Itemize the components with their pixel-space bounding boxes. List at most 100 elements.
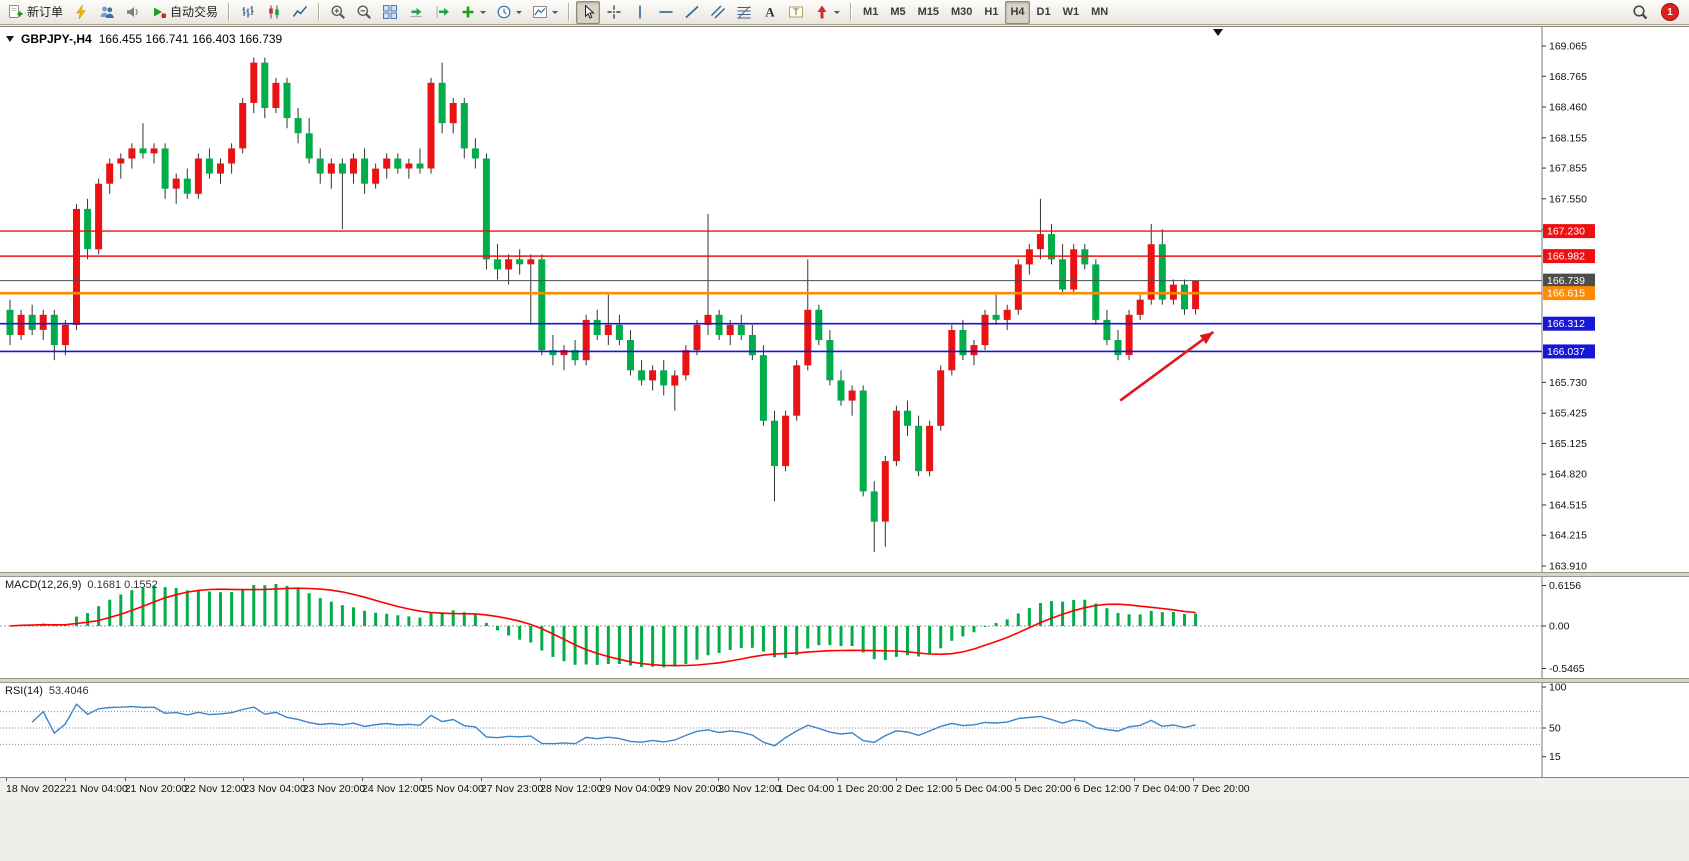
dropdown-arrow-icon xyxy=(552,10,559,14)
time-axis-tick xyxy=(540,778,542,781)
time-label: 24 Nov 12:00 xyxy=(362,783,425,795)
time-axis-tick xyxy=(1014,778,1016,781)
line-chart-button[interactable] xyxy=(288,1,312,24)
candles xyxy=(6,57,1200,552)
time-label: 23 Nov 20:00 xyxy=(302,783,366,795)
timeframe-m5-button-label: M5 xyxy=(890,5,906,18)
time-axis-tick xyxy=(421,778,423,781)
time-axis-tick xyxy=(718,778,720,781)
auto-trading-button[interactable]: 自动交易 xyxy=(147,1,222,24)
alerts-button[interactable] xyxy=(121,1,145,24)
panel-separator-rsi[interactable] xyxy=(0,678,1689,683)
toolbar-right: 1 xyxy=(1628,1,1689,24)
text-button[interactable]: A xyxy=(758,1,782,24)
text-label-icon: T xyxy=(788,4,804,20)
timeframe-w1-button[interactable]: W1 xyxy=(1058,1,1085,24)
chart-symbol-label: GBPJPY-,H4 xyxy=(21,32,92,46)
profiles-button[interactable] xyxy=(95,1,119,24)
zoom-in-button[interactable] xyxy=(326,1,350,24)
notification-badge[interactable]: 1 xyxy=(1661,3,1679,21)
speaker-icon xyxy=(125,4,141,20)
timeframe-m15-button[interactable]: M15 xyxy=(913,1,944,24)
templates-button[interactable] xyxy=(528,1,562,24)
macd-signal-line xyxy=(9,587,1196,667)
timeframe-m30-button[interactable]: M30 xyxy=(946,1,977,24)
price-axis-label: 165.125 xyxy=(1549,438,1587,450)
time-axis-tick xyxy=(1193,778,1194,781)
rsi-line xyxy=(31,703,1196,747)
vertical-line-button[interactable] xyxy=(628,1,652,24)
cursor-button[interactable] xyxy=(576,0,601,24)
timeframe-d1-button[interactable]: D1 xyxy=(1032,1,1056,24)
text-label-button[interactable]: T xyxy=(784,1,808,24)
arrows-button[interactable] xyxy=(810,1,844,24)
time-axis-tick xyxy=(6,778,7,781)
price-axis-label: 168.765 xyxy=(1549,71,1587,83)
crosshair-button[interactable] xyxy=(602,1,626,24)
time-label: 7 Dec 20:00 xyxy=(1193,783,1250,795)
price-axis-labels[interactable]: 169.065 168.765 168.460 168.155 167.855 167.5… xyxy=(1542,41,1587,573)
trendline-button[interactable] xyxy=(680,1,704,24)
rsi-panel-canvas[interactable]: 100 50 15 xyxy=(0,683,1689,777)
time-axis-tick xyxy=(302,778,304,781)
time-axis-tick xyxy=(243,778,245,781)
panel-separator-macd[interactable] xyxy=(0,572,1689,577)
scroll-to-end-marker[interactable] xyxy=(1213,29,1223,36)
periods-button[interactable] xyxy=(492,1,526,24)
timeframe-m15-button-label: M15 xyxy=(917,5,939,18)
timeframe-h4-button[interactable]: H4 xyxy=(1005,0,1030,24)
horizontal-line-button[interactable] xyxy=(654,1,678,24)
time-axis-tick xyxy=(65,778,67,781)
time-label: 5 Dec 04:00 xyxy=(955,783,1013,795)
lightning-icon xyxy=(73,4,89,20)
chart-header: GBPJPY-,H4 166.455 166.741 166.403 166.7… xyxy=(6,32,282,46)
price-chart-canvas[interactable]: 169.065 168.765 168.460 168.155 167.855 167.5… xyxy=(0,27,1689,572)
svg-text:166.982: 166.982 xyxy=(1547,251,1585,263)
new-order-button[interactable]: 新订单 xyxy=(4,1,67,24)
svg-text:166.037: 166.037 xyxy=(1547,346,1585,358)
macd-panel-canvas[interactable]: 0.6156 0.00 -0.5465 xyxy=(0,577,1689,678)
clock-icon xyxy=(496,4,512,20)
chart-shift-button[interactable] xyxy=(430,1,454,24)
chart-window[interactable]: 169.065 168.765 168.460 168.155 167.855 167.5… xyxy=(0,26,1689,801)
indicators-button[interactable] xyxy=(456,1,490,24)
horizontal-lines xyxy=(0,230,1542,353)
trend-arrow-annotation[interactable] xyxy=(1119,330,1215,402)
price-axis-label: 167.550 xyxy=(1549,193,1587,205)
time-axis-tick xyxy=(599,778,601,781)
time-label: 30 Nov 12:00 xyxy=(718,783,781,795)
play-icon xyxy=(151,4,167,20)
price-badge-166.739: 166.739 xyxy=(1543,273,1595,288)
timeframe-m1-button[interactable]: M1 xyxy=(858,1,883,24)
zoom-out-button[interactable] xyxy=(352,1,376,24)
search-button[interactable] xyxy=(1628,1,1652,24)
trendline-icon xyxy=(684,4,700,20)
dropdown-arrow-icon xyxy=(480,10,487,14)
fibonacci-icon xyxy=(736,4,752,20)
fibonacci-button[interactable] xyxy=(732,1,756,24)
timeframe-m5-button[interactable]: M5 xyxy=(885,1,910,24)
horizontal-line-icon xyxy=(658,4,674,20)
tile-windows-button[interactable] xyxy=(378,1,402,24)
time-label: 29 Nov 04:00 xyxy=(599,783,662,795)
time-axis[interactable]: 18 Nov 2022 21 Nov 04:00 21 Nov 20:00 22 No… xyxy=(0,777,1689,801)
price-axis-label: 168.460 xyxy=(1549,102,1587,114)
search-icon xyxy=(1632,4,1648,20)
timeframe-w1-button-label: W1 xyxy=(1062,5,1080,18)
chart-shift-icon xyxy=(434,4,450,20)
timeframe-mn-button[interactable]: MN xyxy=(1086,1,1113,24)
time-axis-tick xyxy=(896,778,898,781)
bar-chart-button[interactable] xyxy=(236,1,260,24)
rsi-axis-label: 100 xyxy=(1549,683,1567,694)
time-axis-tick xyxy=(777,778,779,781)
candlestick-chart-button[interactable] xyxy=(262,1,286,24)
price-axis-label: 167.855 xyxy=(1549,163,1587,175)
window-collapse-icon[interactable] xyxy=(6,36,14,42)
toolbar-separator xyxy=(850,3,853,21)
time-axis-tick xyxy=(1074,778,1076,781)
timeframe-h1-button[interactable]: H1 xyxy=(979,1,1003,24)
channel-button[interactable] xyxy=(706,1,730,24)
auto-scroll-button[interactable] xyxy=(404,1,428,24)
expert-advisors-button[interactable] xyxy=(69,1,93,24)
dropdown-arrow-icon xyxy=(834,10,841,14)
